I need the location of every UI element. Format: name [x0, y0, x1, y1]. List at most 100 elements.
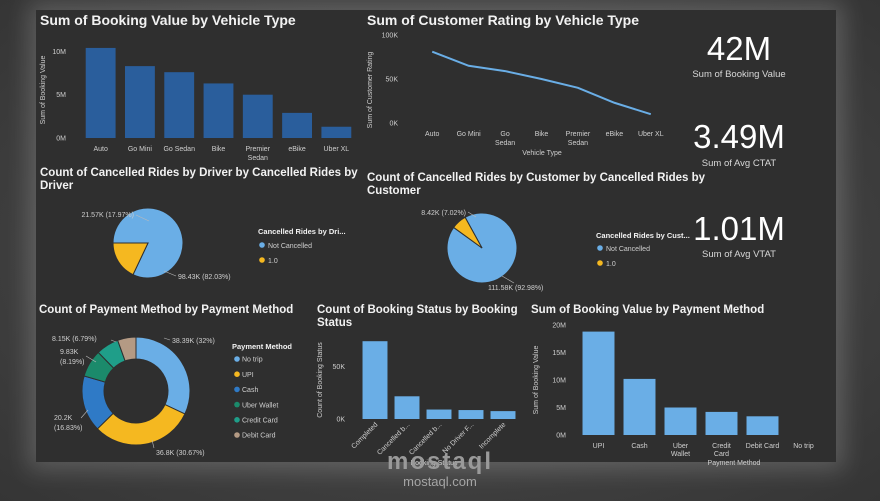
y-tick-label: 10M [52, 49, 66, 56]
x-tick-label: eBike [606, 131, 624, 138]
x-tick-label: Debit Card [746, 443, 780, 450]
data-label: 8.15K (6.79%) [52, 336, 97, 343]
x-tick-label: Cash [631, 443, 647, 450]
legend-label: Cash [242, 387, 258, 394]
x-tick-label: No trip [793, 443, 814, 450]
legend-marker [234, 386, 240, 393]
watermark-brand: mostaql [386, 448, 493, 475]
bar [705, 411, 738, 435]
leader-line [110, 339, 117, 343]
legend-label: Not Cancelled [606, 246, 650, 253]
legend-label: Not Cancelled [268, 243, 312, 250]
legend-marker [597, 245, 603, 251]
data-label: 111.58K (92.98%) [488, 285, 543, 292]
pie-slice [116, 336, 137, 362]
chart-cancelled-by-driver[interactable]: Count of Cancelled Rides by Driver by Ca… [36, 163, 364, 293]
leader-line [151, 439, 155, 449]
y-tick-label: 0K [389, 121, 398, 128]
x-tick-label: Premier [246, 146, 271, 153]
leader-line [163, 337, 171, 341]
kpi-booking-value: 42M [706, 30, 772, 67]
leader-line [135, 214, 150, 222]
y-tick-label: 5M [56, 92, 66, 99]
x-tick-label: Sedan [495, 140, 515, 147]
bar [490, 411, 516, 419]
y-tick-label: 15M [552, 350, 566, 357]
x-tick-label: Go Sedan [163, 146, 195, 153]
legend-title: Cancelled Rides by Dri... [258, 227, 346, 236]
y-axis-label: Sum of Customer Rating [367, 52, 374, 129]
x-tick-label: Uber XL [324, 146, 350, 153]
x-tick-label: Auto [93, 146, 108, 153]
bar [623, 378, 656, 435]
x-axis-label: Vehicle Type [522, 150, 562, 157]
x-tick-label: Uber [673, 443, 689, 450]
bar [242, 94, 273, 138]
legend-title: Payment Method [232, 342, 292, 351]
leader-line [163, 270, 177, 277]
y-axis-label: Count of Booking Status [317, 342, 324, 418]
data-label: (8.19%) [60, 359, 85, 366]
bar [321, 126, 352, 138]
legend-label: UPI [242, 372, 254, 379]
leader-line [85, 355, 97, 363]
y-axis-label: Sum of Booking Value [533, 346, 540, 415]
x-tick-label: Go Mini [128, 146, 153, 153]
legend-marker [234, 356, 240, 362]
bar [582, 331, 615, 435]
legend-label: 1.0 [268, 258, 278, 265]
bar [282, 112, 312, 138]
legend-marker [259, 242, 265, 248]
chart-booking-by-vehicle[interactable]: Sum of Booking Value by Vehicle Type Sum … [36, 10, 358, 162]
x-tick-label: Bike [212, 146, 226, 153]
kpi-avg-vtat-label: Sum of Avg VTAT [702, 249, 776, 260]
bar [746, 416, 779, 435]
kpi-avg-ctat: 3.49M [693, 118, 785, 155]
data-label: 98.43K (82.03%) [178, 274, 231, 281]
y-tick-label: 0M [56, 136, 66, 143]
data-label: 9.83K [60, 349, 79, 356]
x-tick-label: Go [500, 131, 509, 138]
bar [458, 410, 484, 419]
leader-line [467, 211, 477, 218]
bar [125, 66, 155, 138]
chart-payment-method-count[interactable]: Count of Payment Method by Payment Metho… [36, 290, 314, 462]
x-tick-label: Card [714, 451, 729, 458]
y-tick-label: 5M [556, 405, 566, 412]
x-tick-label: Incomplete [478, 421, 507, 450]
bar [664, 407, 697, 435]
kpi-avg-ctat-label: Sum of Avg CTAT [701, 158, 777, 169]
chart-booking-by-payment[interactable]: Sum of Booking Value by Payment Method Su… [526, 290, 830, 467]
pie-slice [452, 216, 483, 249]
x-tick-label: Credit [712, 443, 731, 450]
chart-title: Status [317, 317, 352, 329]
watermark: mostaql mostaql.com [0, 450, 880, 490]
chart-title: Sum of Booking Value by Payment Method [531, 304, 764, 316]
legend-marker [597, 260, 603, 266]
chart-title: Count of Payment Method by Payment Metho… [39, 304, 293, 316]
data-label: 8.42K (7.02%) [421, 210, 466, 217]
chart-title: Count of Booking Status by Booking [317, 304, 518, 316]
pie-slice [112, 242, 149, 276]
y-tick-label: 50K [333, 364, 346, 371]
legend-marker [234, 417, 240, 423]
chart-cancelled-by-customer[interactable]: Count of Cancelled Rides by Customer by … [364, 168, 706, 298]
chart-title: Sum of Customer Rating by Vehicle Type [367, 12, 639, 28]
chart-title: Sum of Booking Value by Vehicle Type [40, 12, 296, 28]
legend-marker [259, 257, 265, 263]
chart-title: Count of Cancelled Rides by Driver by Ca… [40, 167, 358, 179]
chart-rating-by-vehicle[interactable]: Sum of Customer Rating by Vehicle Type Su… [364, 10, 674, 160]
bar [164, 72, 195, 138]
y-axis-label: Sum of Booking Value [40, 56, 47, 125]
chart-booking-status-count[interactable]: Count of Booking Status by BookingStatus… [314, 290, 524, 467]
data-label: 38.39K (32%) [172, 338, 215, 345]
bar [85, 47, 116, 138]
y-tick-label: 20M [552, 323, 566, 330]
legend-marker [234, 371, 240, 377]
y-tick-label: 0M [556, 433, 566, 440]
x-tick-label: Go Mini [457, 131, 482, 138]
legend-label: 1.0 [606, 261, 616, 268]
chart-title: Count of Cancelled Rides by Customer by … [367, 172, 706, 184]
x-tick-label: Completed [351, 421, 380, 450]
pie-slice [135, 336, 191, 415]
